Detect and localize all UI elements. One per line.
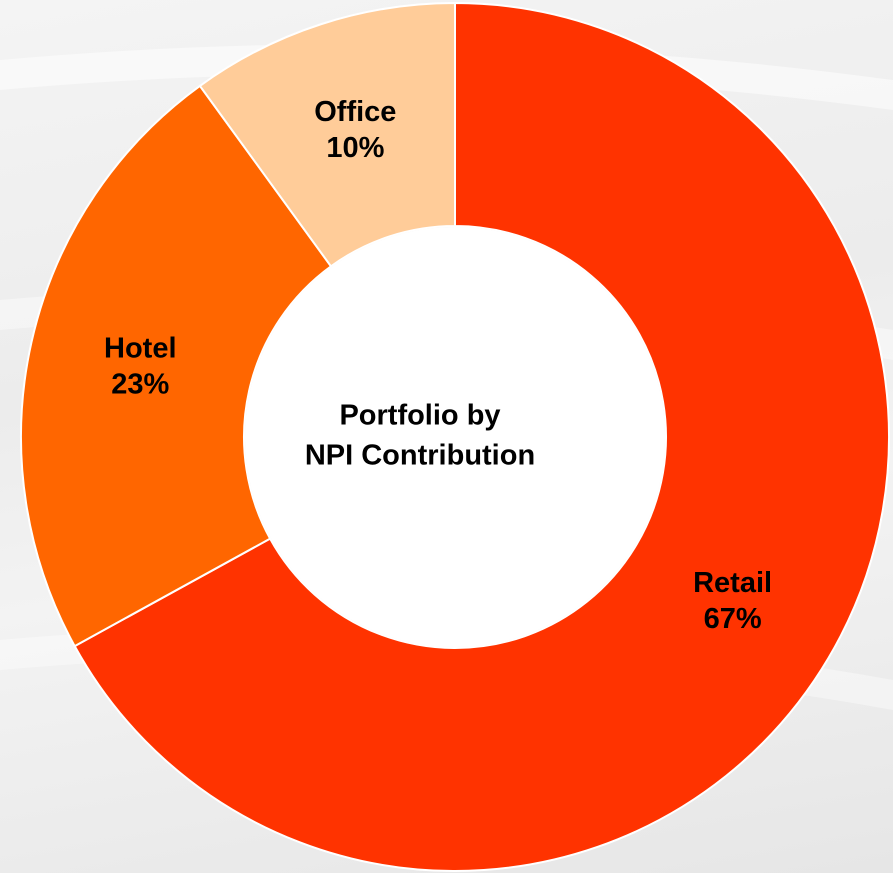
donut-segment: [73, 1, 890, 872]
chart-title: Portfolio by: [339, 400, 500, 432]
donut-hole: [245, 227, 665, 647]
segment-label: Retail: [693, 567, 772, 599]
chart-title: NPI Contribution: [305, 440, 535, 472]
value-label: 10%: [326, 132, 384, 164]
value-label: 23%: [111, 368, 169, 400]
donut-segment: [20, 84, 333, 648]
donut-segment: [198, 1, 456, 268]
segment-label: Hotel: [104, 332, 177, 364]
value-label: 67%: [704, 603, 762, 635]
segment-label: Office: [314, 96, 396, 128]
